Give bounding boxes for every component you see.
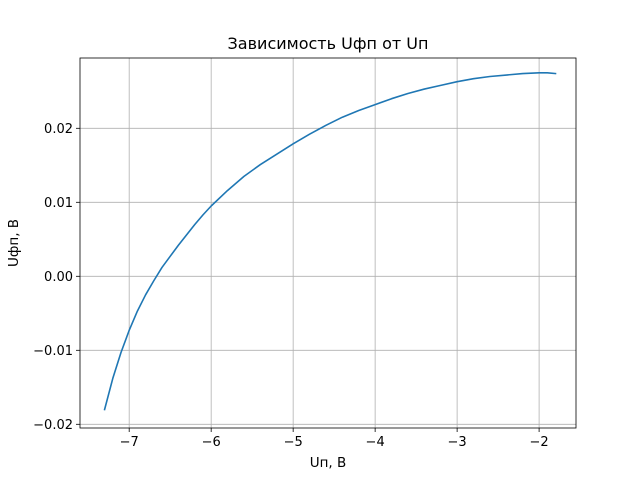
x-axis: −7 −6 −5 −4 −3 −2	[120, 428, 549, 450]
x-tick-label: −7	[120, 435, 139, 450]
y-axis: −0.02 −0.01 0.00 0.01 0.02	[33, 122, 80, 433]
y-axis-label: Uфп, В	[6, 219, 22, 267]
x-tick-label: −3	[448, 435, 467, 450]
y-tick-label: 0.02	[44, 122, 73, 137]
chart-title: Зависимость Uфп от Uп	[228, 34, 429, 53]
series-line	[103, 72, 557, 411]
x-tick-label: −4	[366, 435, 385, 450]
x-tick-label: −2	[530, 435, 549, 450]
y-tick-label: 0.00	[44, 270, 73, 285]
grid	[80, 58, 576, 428]
x-tick-label: −6	[202, 435, 221, 450]
x-axis-label: Uп, В	[310, 455, 347, 471]
x-tick-label: −5	[284, 435, 303, 450]
plot-frame	[79, 57, 577, 429]
series-layer	[103, 72, 557, 411]
y-tick-label: 0.01	[44, 196, 73, 211]
y-tick-label: −0.01	[33, 344, 73, 359]
y-tick-label: −0.02	[33, 418, 73, 433]
